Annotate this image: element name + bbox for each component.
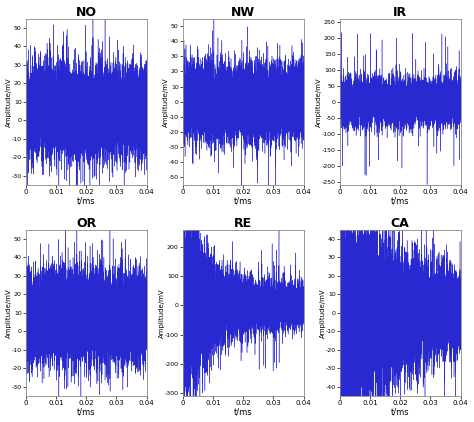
Y-axis label: Amplitude/mV: Amplitude/mV [319,288,326,338]
Y-axis label: Amplitude/mV: Amplitude/mV [159,288,164,338]
X-axis label: t/ms: t/ms [234,408,253,417]
Title: CA: CA [391,216,410,230]
Title: NW: NW [231,5,255,19]
Title: RE: RE [234,216,252,230]
X-axis label: t/ms: t/ms [391,197,410,206]
X-axis label: t/ms: t/ms [77,197,96,206]
X-axis label: t/ms: t/ms [77,408,96,417]
Y-axis label: Amplitude/mV: Amplitude/mV [163,77,169,127]
Title: IR: IR [393,5,407,19]
X-axis label: t/ms: t/ms [234,197,253,206]
Y-axis label: Amplitude/mV: Amplitude/mV [6,288,11,338]
Y-axis label: Amplitude/mV: Amplitude/mV [6,77,11,127]
X-axis label: t/ms: t/ms [391,408,410,417]
Y-axis label: Amplitude/mV: Amplitude/mV [316,77,322,127]
Title: OR: OR [76,216,96,230]
Title: NO: NO [76,5,97,19]
